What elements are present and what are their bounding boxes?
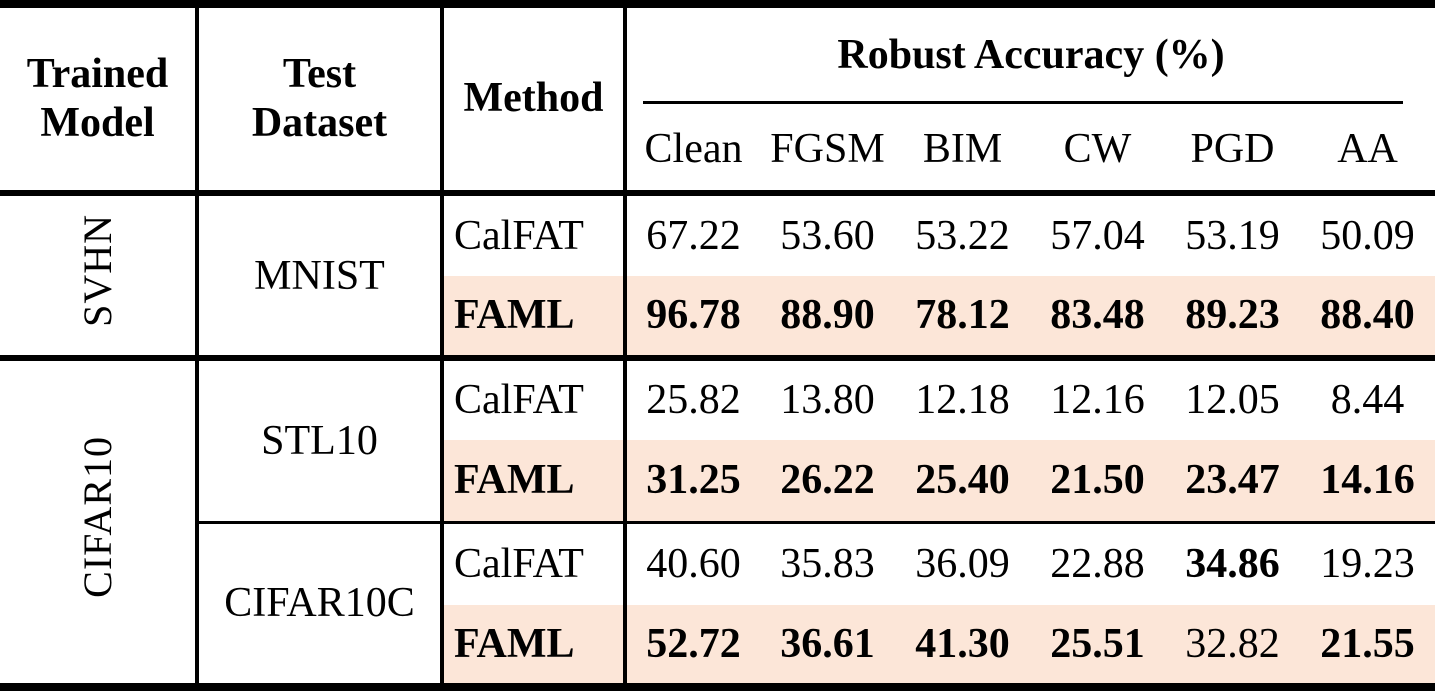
method-cell: FAML: [442, 440, 627, 524]
value-cell: 22.88: [1050, 541, 1145, 588]
test-dataset-mnist: MNIST: [197, 193, 444, 361]
value-cell: 23.47: [1165, 440, 1300, 524]
value-cell: 21.50: [1030, 440, 1165, 524]
value-cell: 89.23: [1165, 275, 1300, 361]
trained-model-cifar10-label: CIFAR10: [75, 435, 120, 598]
table-row-cifar10-cifar10c-faml: FAML 52.72 36.61 41.30 25.51 32.82 21.55: [0, 604, 1435, 687]
value-cell: 31.25: [625, 440, 760, 524]
header-row-1: Trained Model Test Dataset Method Robust…: [0, 4, 1435, 197]
value-cell: 34.86: [1185, 541, 1280, 588]
value-cell: 67.22: [646, 212, 741, 259]
trained-model-cifar10: CIFAR10: [0, 357, 199, 687]
method-cell: CalFAT: [442, 522, 627, 605]
method-cell: CalFAT: [442, 193, 627, 276]
header-attack-bim: BIM: [895, 106, 1030, 197]
value-cell: 14.16: [1300, 440, 1435, 524]
header-row-2: Clean FGSM BIM CW PGD AA: [0, 106, 1435, 197]
value-cell: 52.72: [625, 604, 760, 687]
trained-model-svhn-label: SVHN: [75, 214, 120, 327]
value-cell: 25.82: [646, 377, 741, 424]
value-cell: 32.82: [1165, 604, 1300, 687]
value-cell: 21.55: [1300, 604, 1435, 687]
value-cell: 41.30: [895, 604, 1030, 687]
value-cell: 96.78: [625, 275, 760, 361]
header-trained-model: Trained Model: [0, 4, 199, 197]
value-cell: 57.04: [1050, 212, 1145, 259]
header-attack-pgd: PGD: [1165, 106, 1300, 197]
value-cell: 78.12: [895, 275, 1030, 361]
value-cell: 53.19: [1185, 212, 1280, 259]
header-method: Method: [442, 4, 627, 197]
value-cell: 53.60: [780, 212, 875, 259]
method-cell: FAML: [442, 604, 627, 687]
robust-accuracy-underline: [643, 101, 1404, 104]
header-test-dataset: Test Dataset: [197, 4, 444, 197]
table-row-cifar10-cifar10c-calfat: CIFAR10C CalFAT 40.60 35.83 36.09 22.88 …: [0, 522, 1435, 687]
value-cell: 12.16: [1050, 377, 1145, 424]
header-robust-accuracy-label: Robust Accuracy (%): [837, 31, 1225, 78]
header-test-dataset-label: Test Dataset: [251, 50, 388, 147]
value-cell: 50.09: [1320, 212, 1415, 259]
test-dataset-cifar10c: CIFAR10C: [197, 522, 444, 687]
header-method-label: Method: [463, 75, 604, 122]
value-cell: 19.23: [1320, 541, 1415, 588]
value-cell: 36.09: [915, 541, 1010, 588]
table-row-cifar10-stl10-calfat: CIFAR10 STL10 CalFAT 25.82 13.80 12.18 1…: [0, 357, 1435, 687]
header-robust-accuracy: Robust Accuracy (%): [625, 4, 1435, 107]
value-cell: 36.61: [760, 604, 895, 687]
value-cell: 40.60: [646, 541, 741, 588]
value-cell: 13.80: [780, 377, 875, 424]
trained-model-svhn: SVHN: [0, 193, 199, 361]
value-cell: 26.22: [760, 440, 895, 524]
header-attack-cw: CW: [1030, 106, 1165, 197]
test-dataset-stl10: STL10: [197, 357, 444, 524]
header-attack-aa: AA: [1300, 106, 1435, 197]
table-row-svhn-mnist-calfat: SVHN MNIST CalFAT 67.22 53.60 53.22 57.0…: [0, 193, 1435, 361]
value-cell: 53.22: [915, 212, 1010, 259]
value-cell: 88.90: [760, 275, 895, 361]
method-cell: FAML: [442, 275, 627, 361]
method-cell: CalFAT: [442, 357, 627, 441]
header-attack-fgsm: FGSM: [760, 106, 895, 197]
value-cell: 35.83: [780, 541, 875, 588]
table-row-svhn-mnist-faml: FAML 96.78 88.90 78.12 83.48 89.23 88.40: [0, 275, 1435, 361]
header-attack-clean: Clean: [625, 106, 760, 197]
value-cell: 83.48: [1030, 275, 1165, 361]
header-trained-model-label: Trained Model: [26, 50, 169, 147]
value-cell: 12.18: [915, 377, 1010, 424]
value-cell: 25.40: [895, 440, 1030, 524]
value-cell: 25.51: [1030, 604, 1165, 687]
value-cell: 12.05: [1185, 377, 1280, 424]
table-row-cifar10-stl10-faml: FAML 31.25 26.22 25.40 21.50 23.47 14.16: [0, 440, 1435, 524]
value-cell: 88.40: [1300, 275, 1435, 361]
value-cell: 8.44: [1330, 377, 1405, 424]
